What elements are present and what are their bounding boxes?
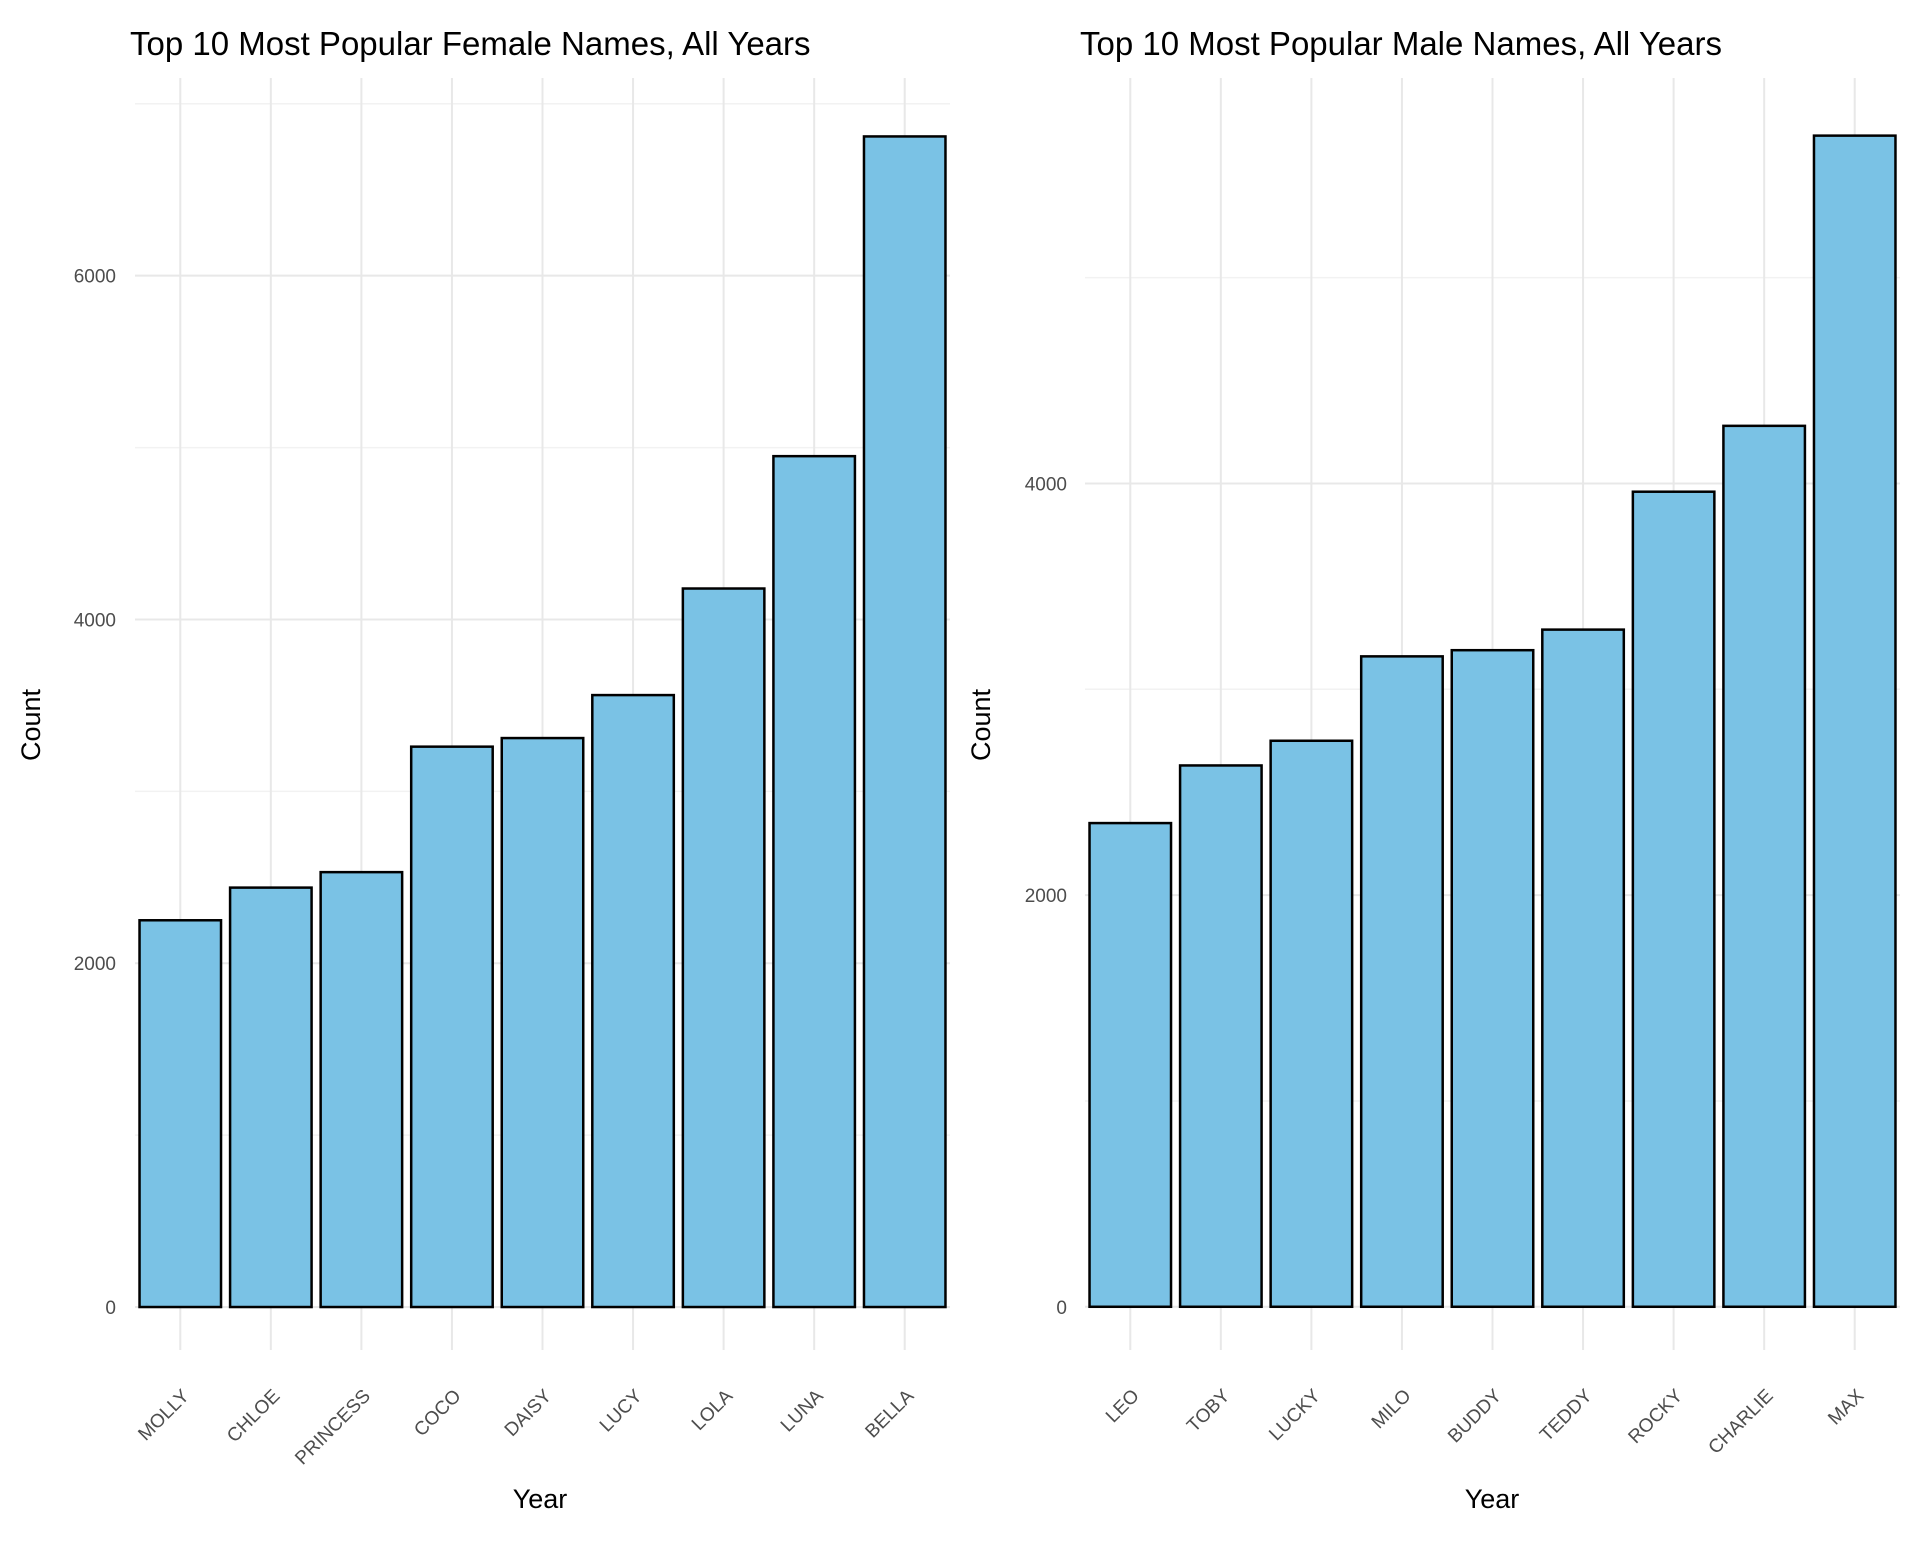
male-bar-milo xyxy=(1359,655,1444,1309)
male-x-axis-title: Year xyxy=(1465,1484,1520,1514)
female-x-tick-label: CHLOE xyxy=(223,1386,284,1447)
female-x-tick-label: BELLA xyxy=(862,1385,919,1442)
male-y-tick-label: 0 xyxy=(1056,1298,1067,1319)
female-bar-coco xyxy=(409,745,494,1309)
female-x-tick-label: LUNA xyxy=(777,1385,828,1436)
female-bar-luna xyxy=(772,454,857,1309)
female-x-tick-label: COCO xyxy=(410,1386,465,1441)
female-y-axis-title: Count xyxy=(16,688,46,761)
female-y-tick-label: 0 xyxy=(105,1298,116,1319)
male-x-tick-label: ROCKY xyxy=(1625,1385,1688,1448)
male-x-tick-label: LUCKY xyxy=(1265,1385,1325,1445)
female-y-tick-label: 4000 xyxy=(74,610,116,631)
female-y-tick-label: 6000 xyxy=(74,267,116,288)
female-chart-panel: 0 2000 4000 6000 MOLLY CHLOE PRINCESS COCO DAISY… xyxy=(16,25,950,1514)
female-bar-chloe xyxy=(228,886,313,1309)
male-x-tick-label: MILO xyxy=(1368,1385,1416,1433)
female-bar-bella xyxy=(862,135,947,1309)
female-bar-princess xyxy=(319,870,404,1309)
female-x-tick-label: MOLLY xyxy=(134,1385,194,1445)
male-x-tick-label: MAX xyxy=(1824,1385,1868,1429)
male-y-axis-title: Count xyxy=(966,688,996,761)
male-bar-rocky xyxy=(1631,490,1716,1309)
male-x-tick-label: CHARLIE xyxy=(1705,1385,1778,1458)
male-y-tick-label: 2000 xyxy=(1025,886,1067,907)
male-x-tick-label: BUDDY xyxy=(1444,1385,1506,1447)
female-bar-lola xyxy=(681,587,766,1309)
female-x-tick-label: LOLA xyxy=(688,1385,737,1434)
female-x-tick-label: DAISY xyxy=(501,1385,556,1440)
female-y-tick-label: 2000 xyxy=(74,954,116,975)
female-x-axis-title: Year xyxy=(513,1484,568,1514)
male-x-tick-label: LEO xyxy=(1102,1385,1144,1427)
female-bar-lucy xyxy=(591,693,676,1309)
male-bar-buddy xyxy=(1450,648,1535,1309)
male-bar-leo xyxy=(1088,821,1173,1309)
male-bar-charlie xyxy=(1722,424,1807,1309)
female-x-tick-label: PRINCESS xyxy=(291,1386,375,1470)
male-bar-max xyxy=(1812,134,1897,1309)
male-bar-teddy xyxy=(1541,628,1626,1309)
male-chart-title: Top 10 Most Popular Male Names, All Year… xyxy=(1080,25,1722,62)
female-bar-molly xyxy=(138,919,223,1309)
male-y-tick-label: 4000 xyxy=(1025,474,1067,495)
male-x-tick-label: TEDDY xyxy=(1536,1385,1597,1446)
male-x-tick-label: TOBY xyxy=(1183,1385,1234,1436)
male-bar-lucky xyxy=(1269,739,1354,1309)
female-x-tick-label: LUCY xyxy=(596,1385,647,1436)
male-bar-toby xyxy=(1178,764,1263,1309)
female-chart-title: Top 10 Most Popular Female Names, All Ye… xyxy=(130,25,811,62)
male-chart-panel: 0 2000 4000 LEO TOBY LUCKY MILO BUDDY TEDDY ROCKY… xyxy=(966,25,1900,1514)
female-bar-daisy xyxy=(500,736,585,1309)
